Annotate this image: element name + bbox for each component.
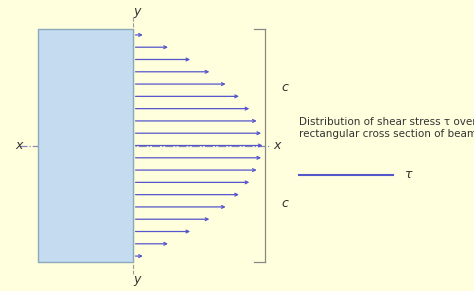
Text: y: y [134,5,141,18]
Text: y: y [134,273,141,286]
Text: c: c [281,81,288,94]
Text: x: x [15,139,23,152]
Text: Distribution of shear stress τ over
rectangular cross section of beam: Distribution of shear stress τ over rect… [299,117,474,139]
Bar [38,29,133,262]
Text: x: x [273,139,281,152]
Text: c: c [281,197,288,210]
Text: τ: τ [405,168,413,181]
